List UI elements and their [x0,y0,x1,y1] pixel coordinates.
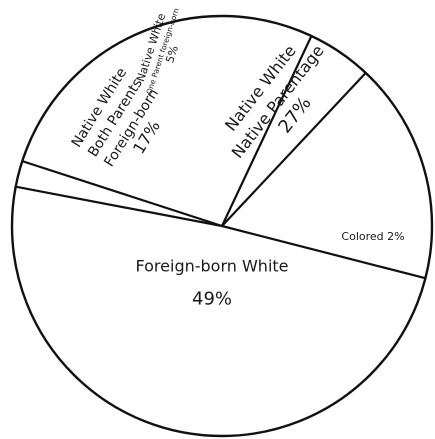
pie-dividers [14,34,427,280]
pie-slice-foreign-born-white [12,186,426,436]
slice-label-line: Colored 2% [341,230,404,243]
slice-divider [21,160,224,228]
pie-outline [10,14,434,438]
slice-label-line: 5% [163,44,181,65]
pie-slice-one-parent-foreign-born [222,35,366,226]
pie-slice-both-parents-foreign-born [222,72,432,279]
slice-divider [220,224,427,280]
slice-divider [220,71,367,228]
slice-label-line: 49% [192,289,232,310]
slice-label-line: Foreign-born White [136,257,289,276]
slice-label-colored: Colored 2% [341,230,404,243]
pie-slice-native-parentage [22,16,312,226]
slice-label-foreign-born-white: Foreign-born White 49% [136,257,289,310]
slice-divider [14,185,224,228]
slice-divider [220,34,313,228]
